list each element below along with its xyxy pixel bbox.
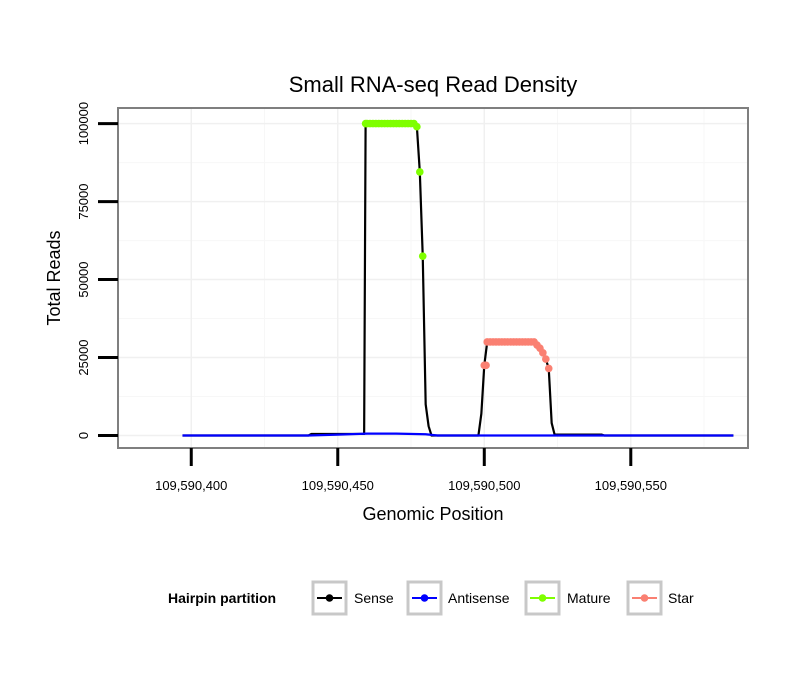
chart-title: Small RNA-seq Read Density xyxy=(289,72,578,97)
plot-background xyxy=(118,108,748,448)
legend-key-point xyxy=(420,594,429,602)
x-tick-label: 109,590,400 xyxy=(155,478,227,493)
legend-key-point xyxy=(640,594,649,602)
legend-label-antisense: Antisense xyxy=(448,590,510,606)
legend-title: Hairpin partition xyxy=(168,590,276,606)
legend: Hairpin partition Sense Antisense Mature Sta… xyxy=(168,580,694,616)
y-tick-label: 100000 xyxy=(76,102,91,145)
series-line-antisense xyxy=(182,432,734,437)
data-point-mature xyxy=(418,252,427,260)
y-tick-label: 25000 xyxy=(76,339,91,375)
y-axis-title: Total Reads xyxy=(44,230,64,325)
y-tick-label: 75000 xyxy=(76,184,91,220)
data-point-star xyxy=(539,349,547,357)
legend-label-star: Star xyxy=(668,590,694,606)
x-tick-label: 109,590,500 xyxy=(448,478,520,493)
x-tick-label: 109,590,450 xyxy=(302,478,374,493)
data-point-star xyxy=(482,361,490,370)
legend-key-point xyxy=(538,594,547,602)
data-point-mature xyxy=(416,168,424,176)
plot-area: 0 25000 50000 75000 100000 109,590,400 109,590… xyxy=(76,102,749,493)
data-point-mature xyxy=(413,122,421,131)
x-tick-label: 109,590,550 xyxy=(595,478,667,493)
x-axis-title: Genomic Position xyxy=(362,504,503,524)
y-tick-label: 0 xyxy=(76,432,91,439)
legend-label-sense: Sense xyxy=(354,590,394,606)
legend-key-point xyxy=(325,594,334,602)
legend-label-mature: Mature xyxy=(567,590,611,606)
plot-border xyxy=(117,107,749,449)
data-point-star xyxy=(542,355,550,363)
data-point-star xyxy=(544,364,553,373)
y-tick-label: 50000 xyxy=(76,261,91,297)
